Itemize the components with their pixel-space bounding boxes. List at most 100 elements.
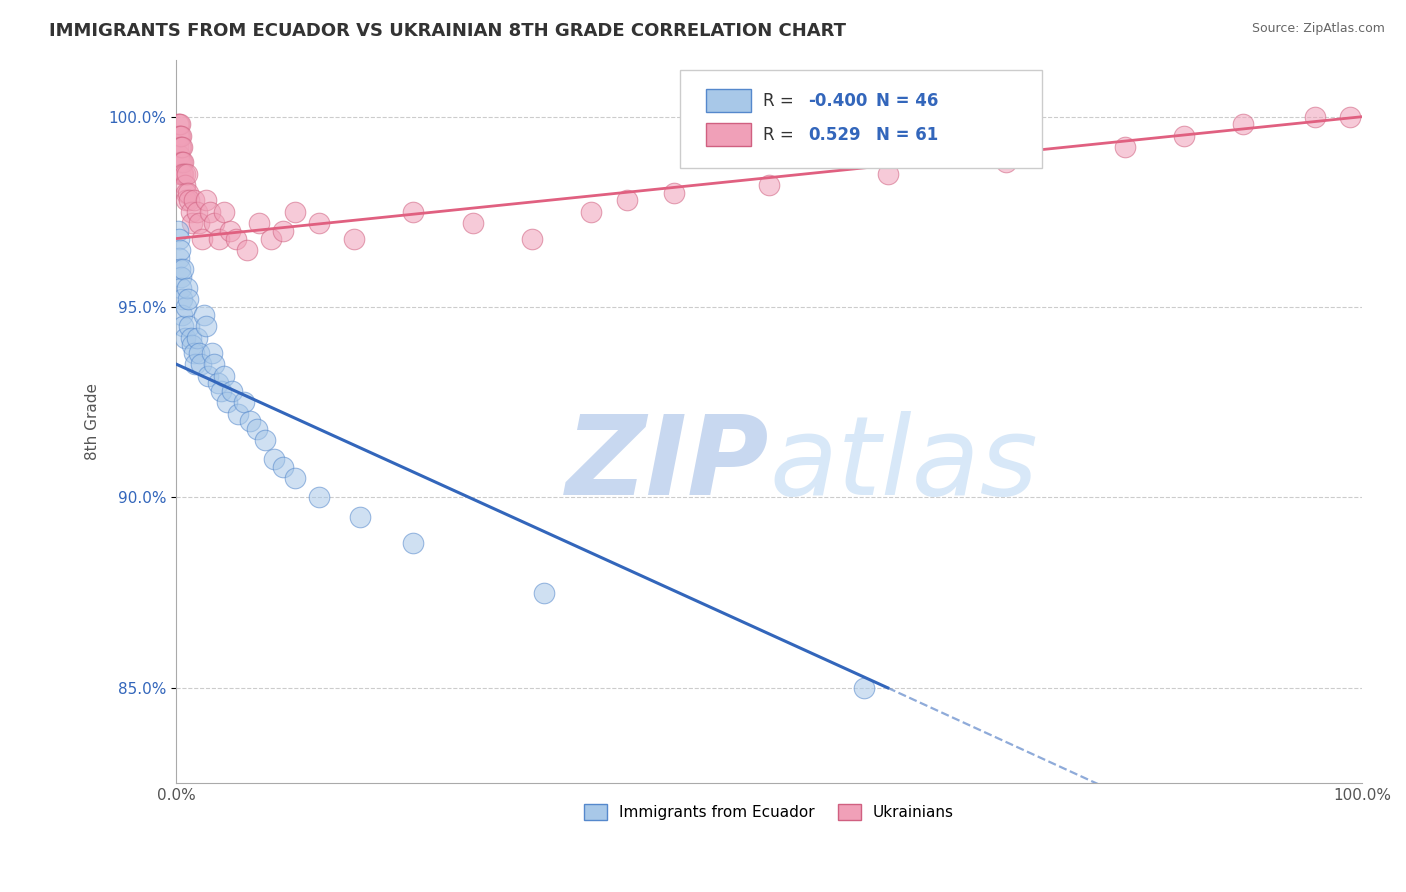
Point [177, 293, 200, 307]
Point [180, 205, 202, 219]
Point [167, 117, 190, 131]
Point [349, 509, 371, 524]
Point [195, 194, 218, 208]
Point [207, 376, 229, 391]
Point [180, 330, 202, 344]
Point [172, 167, 194, 181]
Point [186, 330, 208, 344]
Text: N = 61: N = 61 [876, 126, 938, 144]
Point [166, 128, 188, 143]
Point [271, 460, 294, 475]
Point [180, 216, 202, 230]
Point [664, 186, 686, 200]
Point [232, 395, 254, 409]
Point [173, 178, 195, 193]
Point [176, 167, 198, 181]
Point [174, 300, 197, 314]
Point [169, 243, 191, 257]
Text: Source: ZipAtlas.com: Source: ZipAtlas.com [1251, 22, 1385, 36]
Text: R =: R = [763, 126, 799, 144]
Point [1232, 117, 1254, 131]
Point [167, 231, 190, 245]
Point [172, 155, 194, 169]
Bar [706, 123, 751, 146]
Point [254, 434, 277, 448]
Point [170, 269, 193, 284]
Text: IMMIGRANTS FROM ECUADOR VS UKRAINIAN 8TH GRADE CORRELATION CHART: IMMIGRANTS FROM ECUADOR VS UKRAINIAN 8TH… [49, 22, 846, 40]
Point [402, 205, 425, 219]
Point [172, 167, 194, 181]
Point [343, 231, 366, 245]
Point [260, 231, 283, 245]
Point [1173, 128, 1195, 143]
Point [284, 205, 307, 219]
Point [187, 216, 209, 230]
Point [197, 368, 219, 383]
Legend: Immigrants from Ecuador, Ukrainians: Immigrants from Ecuador, Ukrainians [578, 797, 960, 826]
Point [520, 231, 543, 245]
Point [616, 194, 638, 208]
Point [172, 293, 194, 307]
Point [183, 345, 205, 359]
Point [174, 186, 197, 200]
Point [308, 491, 330, 505]
Point [166, 117, 188, 131]
Text: R =: R = [763, 92, 799, 110]
Point [208, 231, 231, 245]
Point [187, 345, 209, 359]
Point [246, 422, 269, 436]
Point [1114, 140, 1136, 154]
Point [173, 167, 195, 181]
Point [172, 140, 194, 154]
Point [236, 243, 259, 257]
Point [190, 357, 212, 371]
Point [308, 216, 330, 230]
Point [402, 536, 425, 550]
Point [263, 452, 285, 467]
Point [179, 319, 201, 334]
Point [226, 407, 249, 421]
Point [212, 368, 235, 383]
Point [177, 186, 200, 200]
Point [167, 128, 190, 143]
Point [169, 167, 191, 181]
Point [172, 319, 194, 334]
Point [533, 585, 555, 599]
Point [172, 262, 194, 277]
Point [461, 216, 484, 230]
Text: ZIP: ZIP [565, 411, 769, 518]
Point [167, 251, 190, 265]
Point [167, 148, 190, 162]
Point [284, 471, 307, 485]
Point [876, 167, 898, 181]
Point [170, 155, 193, 169]
Point [271, 224, 294, 238]
Point [209, 384, 232, 398]
Point [166, 224, 188, 238]
Text: -0.400: -0.400 [808, 92, 868, 110]
Point [172, 155, 194, 169]
Point [170, 140, 193, 154]
Point [247, 216, 270, 230]
Point [202, 216, 225, 230]
Point [170, 128, 193, 143]
FancyBboxPatch shape [681, 70, 1042, 168]
Point [758, 178, 780, 193]
Y-axis label: 8th Grade: 8th Grade [86, 383, 100, 459]
Point [176, 281, 198, 295]
Point [169, 262, 191, 277]
Point [174, 194, 197, 208]
Point [167, 155, 190, 169]
Point [193, 308, 215, 322]
Point [995, 155, 1018, 169]
Point [184, 357, 207, 371]
Point [853, 681, 876, 695]
Point [218, 224, 240, 238]
Point [198, 205, 221, 219]
Point [239, 414, 262, 428]
Point [183, 194, 205, 208]
Point [169, 117, 191, 131]
Point [166, 140, 188, 154]
Point [180, 338, 202, 352]
Point [191, 231, 214, 245]
